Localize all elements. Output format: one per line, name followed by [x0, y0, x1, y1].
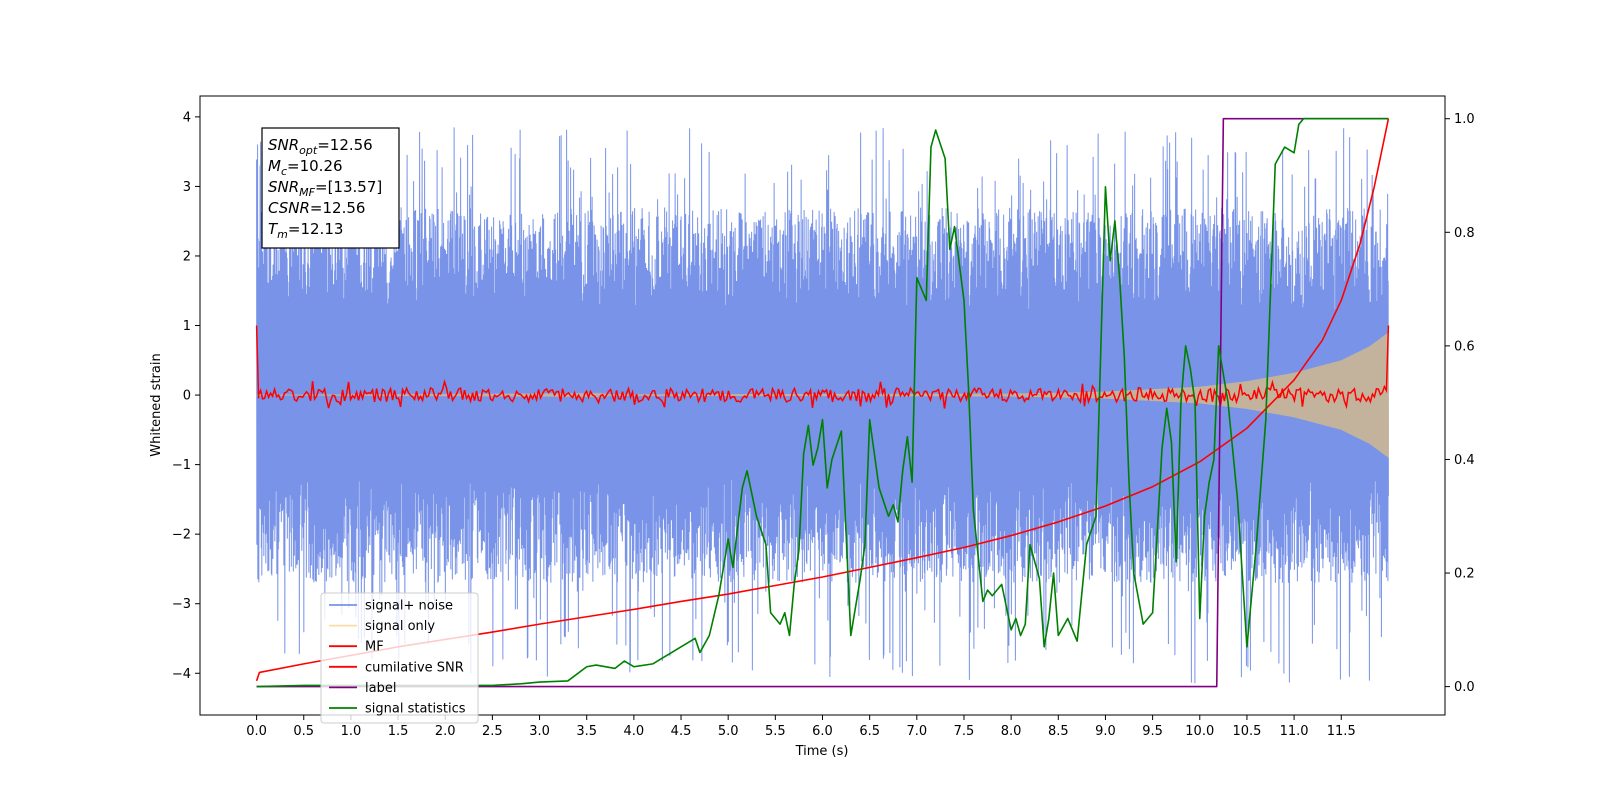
y-axis-right: 0.0 0.2 0.4 0.6 0.8 1.0	[1445, 112, 1475, 695]
y-right-tick-label: 0.0	[1454, 680, 1475, 695]
x-tick-label: 1.5	[388, 724, 409, 739]
x-axis-label: Time (s)	[795, 744, 849, 759]
x-tick-label: 6.0	[812, 724, 833, 739]
x-tick-label: 2.5	[482, 724, 503, 739]
x-tick-label: 0.0	[246, 724, 267, 739]
y-left-tick-label: −2	[172, 528, 191, 543]
x-tick-label: 11.0	[1280, 724, 1309, 739]
annotation-line: SNRopt=12.56	[268, 136, 373, 157]
y-right-tick-label: 0.6	[1454, 339, 1475, 354]
x-axis: 0.0 0.5 1.0 1.5 2.0 2.5 3.0 3.5 4.0 4.5 5.0 5.5 6.0 6…	[246, 715, 1356, 739]
x-tick-label: 2.0	[435, 724, 456, 739]
annotation-frame	[261, 127, 400, 249]
legend-entry: signal+ noise	[365, 599, 453, 614]
legend-entry: signal statistics	[365, 702, 466, 717]
x-tick-label: 9.0	[1095, 724, 1116, 739]
annotation-line: Tm=12.13	[268, 220, 343, 241]
annotation-line: SNRMF=[13.57]	[268, 178, 382, 199]
y-right-tick-label: 0.4	[1454, 453, 1475, 468]
x-tick-label: 8.0	[1001, 724, 1022, 739]
legend: signal+ noise signal only MF cumilative SNR…	[320, 592, 479, 724]
x-tick-label: 10.0	[1185, 724, 1214, 739]
y-right-tick-label: 0.2	[1454, 567, 1475, 582]
y-left-tick-label: 1	[183, 319, 191, 334]
legend-frame	[320, 592, 479, 724]
x-tick-label: 7.0	[906, 724, 927, 739]
y-left-tick-label: −3	[172, 597, 191, 612]
x-tick-label: 5.0	[718, 724, 739, 739]
x-tick-label: 3.5	[576, 724, 597, 739]
legend-entry: signal only	[365, 619, 435, 634]
x-tick-label: 7.5	[954, 724, 975, 739]
y-left-tick-label: 2	[183, 249, 191, 264]
legend-entry: label	[365, 681, 396, 696]
y-right-tick-label: 1.0	[1454, 112, 1475, 127]
x-tick-label: 4.5	[671, 724, 692, 739]
y-left-tick-label: −4	[172, 667, 191, 682]
x-tick-label: 6.5	[859, 724, 880, 739]
y-right-tick-label: 0.8	[1454, 226, 1475, 241]
y-left-tick-label: −1	[172, 458, 191, 473]
y-left-tick-label: 0	[183, 389, 191, 404]
x-tick-label: 4.0	[624, 724, 645, 739]
y-left-tick-label: 4	[183, 110, 191, 125]
annotation-line: CSNR=12.56	[268, 199, 365, 217]
legend-entry: cumilative SNR	[365, 660, 464, 675]
annotation-line: Mc=10.26	[268, 157, 343, 178]
series-signal-only	[256, 332, 1389, 458]
x-tick-label: 1.0	[341, 724, 362, 739]
y-axis-left: −4 −3 −2 −1 0 1 2 3 4	[172, 110, 200, 682]
annotation-box: SNRopt=12.56Mc=10.26SNRMF=[13.57]CSNR=12…	[261, 127, 400, 249]
legend-entry: MF	[365, 640, 384, 655]
x-tick-label: 0.5	[293, 724, 314, 739]
x-tick-label: 3.0	[529, 724, 550, 739]
x-tick-label: 5.5	[765, 724, 786, 739]
y-left-tick-label: 3	[183, 180, 191, 195]
x-tick-label: 8.5	[1048, 724, 1069, 739]
x-tick-label: 11.5	[1327, 724, 1356, 739]
series-signal-statistics	[256, 117, 1389, 688]
y-axis-label: Whitened strain	[149, 353, 164, 456]
x-tick-label: 10.5	[1232, 724, 1261, 739]
series-mf	[255, 325, 1390, 410]
x-tick-label: 9.5	[1142, 724, 1163, 739]
series-signal-noise	[256, 127, 1389, 684]
